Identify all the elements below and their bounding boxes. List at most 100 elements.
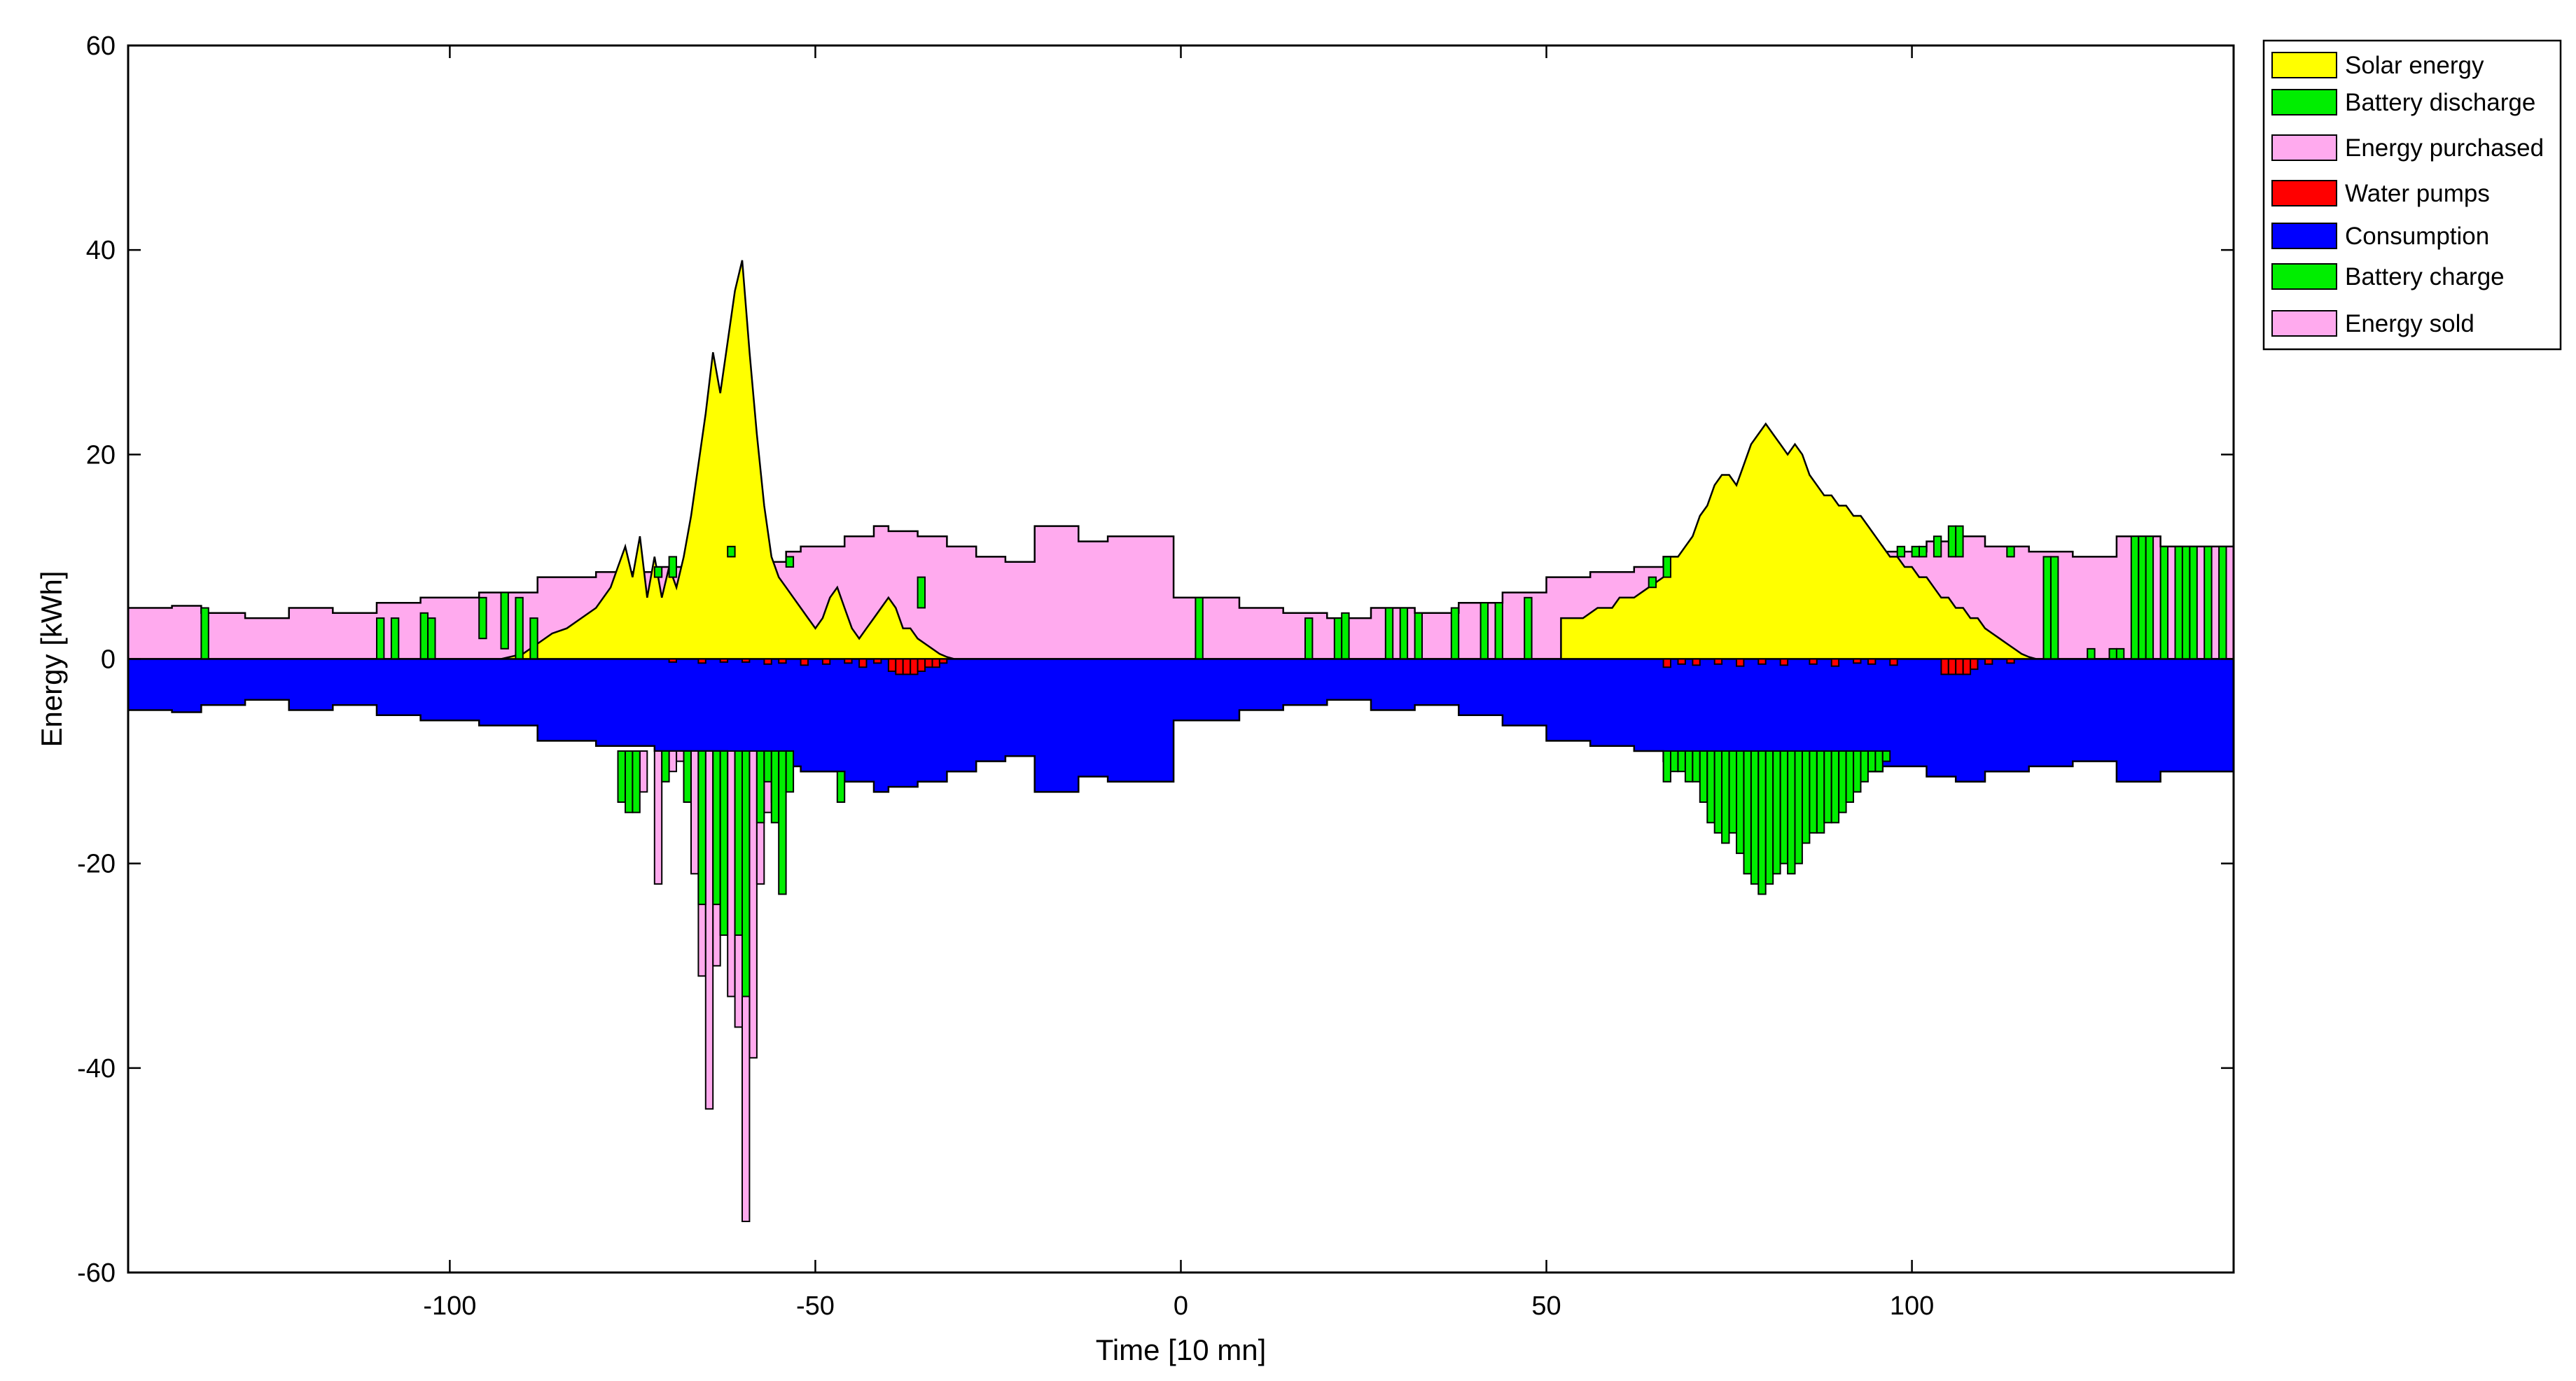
battery-charge-bar xyxy=(1779,750,1789,864)
legend-label: Battery discharge xyxy=(2345,89,2535,116)
battery-discharge-bar xyxy=(2006,545,2015,558)
battery-charge-bar xyxy=(1684,750,1694,783)
battery-charge-bar xyxy=(778,750,787,895)
battery-discharge-bar xyxy=(2203,545,2213,660)
y-tick-label: 0 xyxy=(101,645,116,675)
x-axis-title: Time [10 mn] xyxy=(1096,1333,1267,1366)
battery-discharge-bar xyxy=(1933,535,1942,558)
battery-charge-bar xyxy=(770,750,780,824)
legend-swatch xyxy=(2271,134,2337,161)
battery-charge-bar xyxy=(1772,750,1781,875)
legend-swatch xyxy=(2271,89,2337,115)
battery-charge-bar xyxy=(1794,750,1803,864)
legend-swatch xyxy=(2271,263,2337,290)
water-pumps-bar xyxy=(1889,658,1898,666)
water-pumps-bar xyxy=(895,658,904,675)
battery-charge-bar xyxy=(763,750,772,783)
water-pumps-bar xyxy=(1779,658,1789,666)
y-tick-label: 20 xyxy=(86,440,116,470)
battery-charge-bar xyxy=(1874,750,1884,773)
legend-label: Energy sold xyxy=(2345,310,2474,337)
y-tick-label: -60 xyxy=(77,1259,116,1288)
battery-discharge-bar xyxy=(200,607,209,660)
battery-discharge-bar xyxy=(668,556,677,578)
battery-discharge-bar xyxy=(427,617,436,660)
battery-charge-bar xyxy=(1867,750,1877,773)
battery-discharge-bar xyxy=(1524,596,1533,660)
legend-swatch xyxy=(2271,180,2337,206)
battery-charge-bar xyxy=(697,750,706,906)
battery-charge-bar xyxy=(1677,750,1686,773)
legend-swatch xyxy=(2271,52,2337,78)
x-tick-label: -100 xyxy=(423,1291,476,1321)
battery-charge-bar xyxy=(1699,750,1708,803)
x-tick-label: 100 xyxy=(1890,1291,1934,1321)
battery-discharge-bar xyxy=(2218,545,2227,660)
battery-discharge-bar xyxy=(2115,647,2125,660)
battery-charge-bar xyxy=(719,750,729,936)
water-pumps-bar xyxy=(1867,658,1877,665)
legend-label: Consumption xyxy=(2345,223,2489,250)
battery-charge-bar xyxy=(1787,750,1796,875)
water-pumps-bar xyxy=(1757,658,1767,665)
battery-charge-bar xyxy=(734,750,743,936)
battery-discharge-bar xyxy=(785,556,795,568)
battery-discharge-bar xyxy=(2145,535,2154,660)
battery-discharge-bar xyxy=(2087,647,2096,660)
battery-discharge-bar xyxy=(1955,525,1964,558)
battery-charge-bar xyxy=(1764,750,1774,885)
battery-discharge-bar xyxy=(1384,607,1394,660)
battery-discharge-bar xyxy=(2042,556,2052,660)
water-pumps-bar xyxy=(763,658,772,665)
y-tick-label: 60 xyxy=(86,31,116,61)
water-pumps-bar xyxy=(924,658,933,668)
battery-discharge-bar xyxy=(1414,612,1423,660)
battery-discharge-bar xyxy=(2108,647,2117,660)
battery-discharge-bar xyxy=(1919,545,1928,558)
y-tick-label: -40 xyxy=(77,1054,116,1084)
legend-swatch xyxy=(2271,223,2337,249)
legend-swatch xyxy=(2271,310,2337,337)
y-axis-title: Energy [kWh] xyxy=(35,570,68,747)
battery-discharge-bar xyxy=(515,596,524,660)
battery-charge-bar xyxy=(1881,750,1891,762)
water-pumps-bar xyxy=(1984,658,1993,665)
battery-discharge-bar xyxy=(2130,535,2140,660)
battery-charge-bar xyxy=(1743,750,1752,875)
battery-discharge-bar xyxy=(1304,617,1314,660)
battery-charge-bar xyxy=(1845,750,1855,803)
battery-charge-bar xyxy=(1802,750,1811,844)
battery-charge-bar xyxy=(1706,750,1715,824)
series-battery-charge xyxy=(617,750,1891,997)
energy-sold-bar xyxy=(653,750,663,885)
energy-sold-bar xyxy=(749,750,758,1059)
battery-charge-bar xyxy=(1860,750,1869,783)
legend-label: Battery charge xyxy=(2345,263,2505,290)
water-pumps-bar xyxy=(902,658,912,675)
water-pumps-bar xyxy=(1970,658,1979,671)
energy-sold-bar xyxy=(690,750,699,875)
water-pumps-bar xyxy=(1940,658,1949,675)
battery-charge-bar xyxy=(1713,750,1723,834)
water-pumps-bar xyxy=(917,658,926,672)
water-pumps-bar xyxy=(1736,658,1745,667)
battery-charge-bar xyxy=(1721,750,1730,844)
battery-discharge-bar xyxy=(478,596,487,640)
battery-charge-bar xyxy=(1736,750,1745,855)
energy-sold-bar xyxy=(668,750,677,773)
battery-discharge-bar xyxy=(1480,602,1489,660)
water-pumps-bar xyxy=(887,658,897,672)
energy-sold-bar xyxy=(727,750,736,997)
battery-discharge-bar xyxy=(1896,545,1906,558)
battery-charge-bar xyxy=(1670,750,1679,773)
battery-discharge-bar xyxy=(1494,602,1503,660)
energy-sold-bar xyxy=(639,750,648,793)
battery-discharge-bar xyxy=(2189,545,2198,660)
battery-discharge-bar xyxy=(419,612,429,660)
water-pumps-bar xyxy=(1830,658,1840,667)
water-pumps-bar xyxy=(1692,658,1701,666)
water-pumps-bar xyxy=(1809,658,1818,665)
plot-area xyxy=(127,260,2235,1222)
battery-discharge-bar xyxy=(390,617,400,660)
battery-charge-bar xyxy=(1816,750,1825,834)
